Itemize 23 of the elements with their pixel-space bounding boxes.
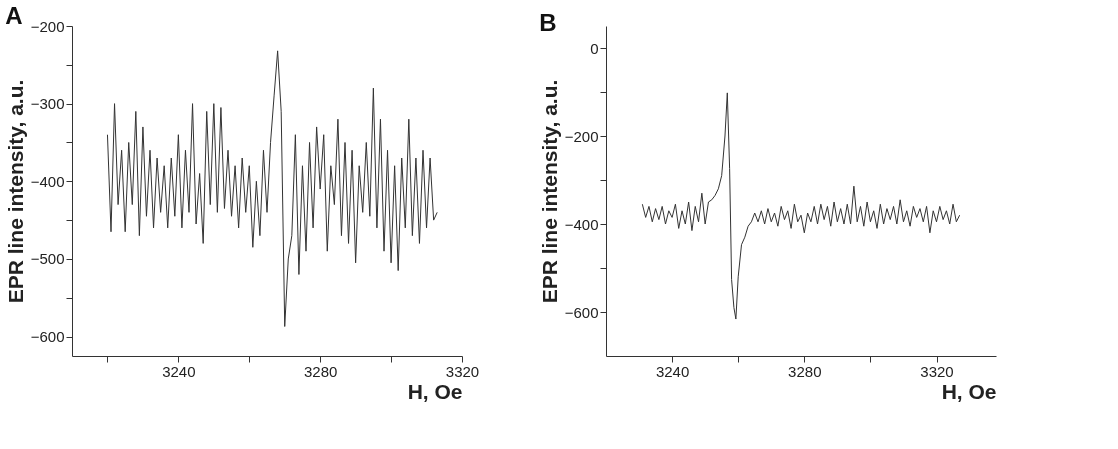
y-axis-title: EPR line intensity, a.u.: [3, 79, 27, 304]
x-tick-label: 3320: [920, 362, 954, 380]
y-tick-label: −600: [30, 328, 65, 346]
y-tick-label: −400: [564, 215, 599, 233]
y-tick-label: −400: [30, 172, 65, 190]
x-axis-title: H, Oe: [941, 379, 997, 403]
y-tick-label: −200: [30, 17, 65, 35]
x-tick-label: 3240: [162, 362, 196, 380]
x-tick-label: 3280: [788, 362, 822, 380]
line-series: [106, 50, 438, 327]
chart-title: B: [539, 9, 557, 36]
x-tick-label: 3320: [445, 362, 480, 380]
x-tick-label: 3240: [655, 362, 690, 380]
y-tick-label: −600: [564, 303, 599, 321]
y-tick-label: −500: [30, 250, 65, 268]
x-tick-label: 3280: [303, 362, 338, 380]
y-tick-label: 0: [590, 39, 599, 57]
line-series: [641, 92, 961, 320]
y-axis-title: EPR line intensity, a.u.: [537, 79, 561, 304]
x-axis-title: H, Oe: [407, 379, 463, 403]
y-tick-label: −300: [30, 95, 65, 113]
chart-title: A: [5, 2, 23, 29]
y-tick-label: −200: [564, 127, 599, 145]
